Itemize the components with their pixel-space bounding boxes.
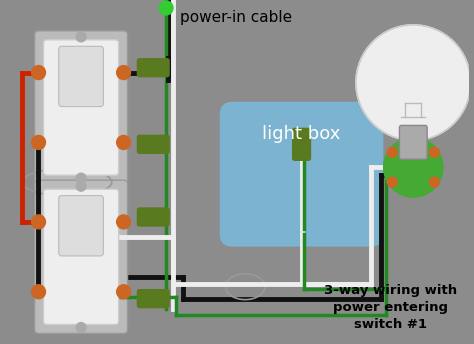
Circle shape (76, 323, 86, 332)
Circle shape (117, 285, 130, 299)
Circle shape (76, 181, 86, 191)
Text: light box: light box (263, 125, 341, 143)
FancyBboxPatch shape (137, 290, 169, 308)
FancyBboxPatch shape (44, 189, 118, 324)
Circle shape (383, 137, 443, 197)
FancyBboxPatch shape (35, 31, 128, 184)
FancyBboxPatch shape (137, 59, 169, 77)
Circle shape (387, 148, 397, 157)
Circle shape (76, 173, 86, 183)
Circle shape (429, 177, 439, 187)
Circle shape (32, 136, 46, 149)
Circle shape (159, 1, 173, 15)
Text: 3-way wiring with
power entering
switch #1: 3-way wiring with power entering switch … (324, 284, 457, 331)
FancyBboxPatch shape (59, 46, 103, 107)
Circle shape (76, 32, 86, 42)
Text: power-in cable: power-in cable (180, 10, 292, 25)
FancyBboxPatch shape (35, 180, 128, 333)
FancyBboxPatch shape (137, 136, 169, 153)
Circle shape (32, 66, 46, 79)
Circle shape (429, 148, 439, 157)
Circle shape (356, 25, 471, 140)
Circle shape (117, 66, 130, 79)
Circle shape (117, 136, 130, 149)
FancyBboxPatch shape (44, 40, 118, 175)
FancyBboxPatch shape (220, 103, 383, 246)
Circle shape (387, 177, 397, 187)
Circle shape (32, 215, 46, 229)
FancyBboxPatch shape (400, 126, 427, 159)
FancyBboxPatch shape (137, 208, 169, 226)
Circle shape (32, 285, 46, 299)
FancyBboxPatch shape (292, 128, 310, 160)
Circle shape (117, 215, 130, 229)
FancyBboxPatch shape (59, 196, 103, 256)
